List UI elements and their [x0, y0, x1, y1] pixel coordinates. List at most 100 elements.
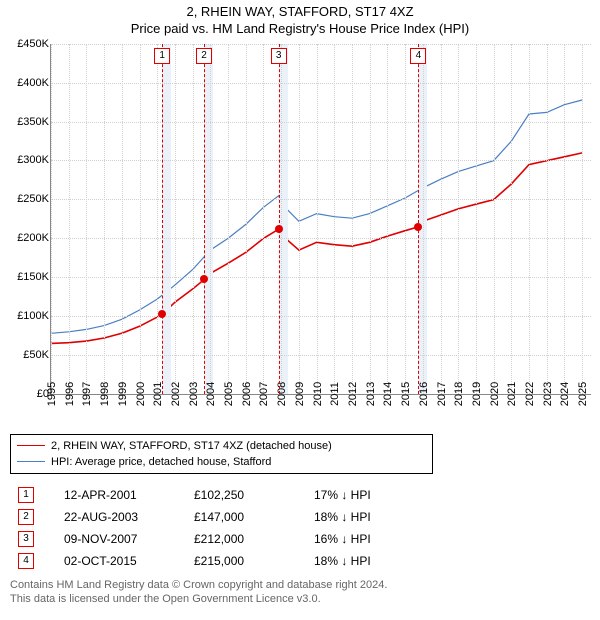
- gridline-v: [246, 44, 247, 394]
- y-axis-label: £150K: [17, 271, 51, 283]
- legend-swatch: [17, 461, 45, 462]
- y-axis-label: £200K: [17, 232, 51, 244]
- page-title-address: 2, RHEIN WAY, STAFFORD, ST17 4XZ: [10, 4, 590, 21]
- gridline-v: [193, 44, 194, 394]
- x-axis-label: 1995: [43, 382, 58, 406]
- gridline-v: [263, 44, 264, 394]
- x-axis-label: 2013: [361, 382, 376, 406]
- gridline-v: [370, 44, 371, 394]
- event-number-box: 2: [196, 48, 212, 64]
- gridline-v: [122, 44, 123, 394]
- legend-swatch: [17, 445, 45, 446]
- x-axis-label: 2023: [538, 382, 553, 406]
- legend-row: HPI: Average price, detached house, Staf…: [17, 454, 332, 470]
- gridline-v: [334, 44, 335, 394]
- gridline-v: [405, 44, 406, 394]
- y-axis-label: £400K: [17, 77, 51, 89]
- transaction-price: £212,000: [194, 532, 314, 546]
- x-axis-label: 2019: [468, 382, 483, 406]
- transaction-date: 12-APR-2001: [64, 488, 194, 502]
- gridline-h: [51, 160, 591, 161]
- transaction-row: 402-OCT-2015£215,00018% ↓ HPI: [10, 550, 590, 572]
- x-axis-label: 1996: [60, 382, 75, 406]
- page-subtitle: Price paid vs. HM Land Registry's House …: [10, 21, 590, 38]
- transaction-delta-vs-hpi: 18% ↓ HPI: [314, 554, 371, 568]
- x-axis-label: 2003: [184, 382, 199, 406]
- gridline-h: [51, 355, 591, 356]
- plot-area: £0£50K£100K£150K£200K£250K£300K£350K£400…: [50, 44, 591, 395]
- transaction-delta-vs-hpi: 18% ↓ HPI: [314, 510, 371, 524]
- event-marker: [158, 310, 166, 318]
- gridline-v: [494, 44, 495, 394]
- x-axis-label: 2024: [556, 382, 571, 406]
- gridline-v: [317, 44, 318, 394]
- gridline-v: [476, 44, 477, 394]
- gridline-v: [529, 44, 530, 394]
- x-axis-label: 2010: [308, 382, 323, 406]
- y-axis-label: £250K: [17, 193, 51, 205]
- transaction-number: 2: [18, 509, 34, 525]
- transaction-date: 02-OCT-2015: [64, 554, 194, 568]
- event-line: [204, 44, 205, 394]
- gridline-v: [547, 44, 548, 394]
- event-line: [279, 44, 280, 394]
- x-axis-label: 2016: [415, 382, 430, 406]
- x-axis-label: 2009: [291, 382, 306, 406]
- transaction-delta-vs-hpi: 16% ↓ HPI: [314, 532, 371, 546]
- transaction-number: 1: [18, 487, 34, 503]
- y-axis-label: £50K: [23, 349, 51, 361]
- transaction-date: 22-AUG-2003: [64, 510, 194, 524]
- event-number-box: 4: [410, 48, 426, 64]
- x-axis-label: 2008: [273, 382, 288, 406]
- recession-band: [279, 44, 288, 394]
- gridline-v: [140, 44, 141, 394]
- transaction-price: £102,250: [194, 488, 314, 502]
- x-axis-label: 1999: [114, 382, 129, 406]
- transaction-row: 309-NOV-2007£212,00016% ↓ HPI: [10, 528, 590, 550]
- legend-label: HPI: Average price, detached house, Staf…: [51, 456, 271, 468]
- gridline-h: [51, 83, 591, 84]
- x-axis-label: 2012: [344, 382, 359, 406]
- gridline-v: [423, 44, 424, 394]
- price-chart: £0£50K£100K£150K£200K£250K£300K£350K£400…: [10, 44, 590, 394]
- gridline-v: [564, 44, 565, 394]
- gridline-v: [210, 44, 211, 394]
- x-axis-label: 2022: [521, 382, 536, 406]
- x-axis-label: 2025: [574, 382, 589, 406]
- transaction-price: £215,000: [194, 554, 314, 568]
- gridline-h: [51, 122, 591, 123]
- x-axis-label: 1998: [96, 382, 111, 406]
- gridline-v: [299, 44, 300, 394]
- legend-label: 2, RHEIN WAY, STAFFORD, ST17 4XZ (detach…: [51, 440, 332, 452]
- gridline-v: [441, 44, 442, 394]
- x-axis-label: 2007: [255, 382, 270, 406]
- y-axis-label: £350K: [17, 116, 51, 128]
- event-marker: [200, 275, 208, 283]
- gridline-h: [51, 316, 591, 317]
- chart-legend: 2, RHEIN WAY, STAFFORD, ST17 4XZ (detach…: [10, 434, 433, 474]
- gridline-v: [104, 44, 105, 394]
- gridline-v: [51, 44, 52, 394]
- x-axis-label: 2000: [131, 382, 146, 406]
- gridline-v: [458, 44, 459, 394]
- gridline-h: [51, 44, 591, 45]
- y-axis-label: £100K: [17, 310, 51, 322]
- recession-band: [162, 44, 171, 394]
- gridline-v: [281, 44, 282, 394]
- x-axis-label: 2011: [326, 382, 341, 406]
- attribution-text: Contains HM Land Registry data © Crown c…: [10, 578, 590, 607]
- gridline-v: [387, 44, 388, 394]
- x-axis-label: 1997: [78, 382, 93, 406]
- gridline-h: [51, 238, 591, 239]
- attribution-line-1: Contains HM Land Registry data © Crown c…: [10, 578, 590, 592]
- gridline-h: [51, 277, 591, 278]
- transaction-table: 112-APR-2001£102,25017% ↓ HPI222-AUG-200…: [10, 484, 590, 572]
- x-axis-label: 2006: [238, 382, 253, 406]
- gridline-v: [69, 44, 70, 394]
- gridline-h: [51, 199, 591, 200]
- y-axis-label: £300K: [17, 154, 51, 166]
- gridline-v: [157, 44, 158, 394]
- chart-lines: [51, 44, 591, 394]
- x-axis-label: 2015: [397, 382, 412, 406]
- transaction-number: 3: [18, 531, 34, 547]
